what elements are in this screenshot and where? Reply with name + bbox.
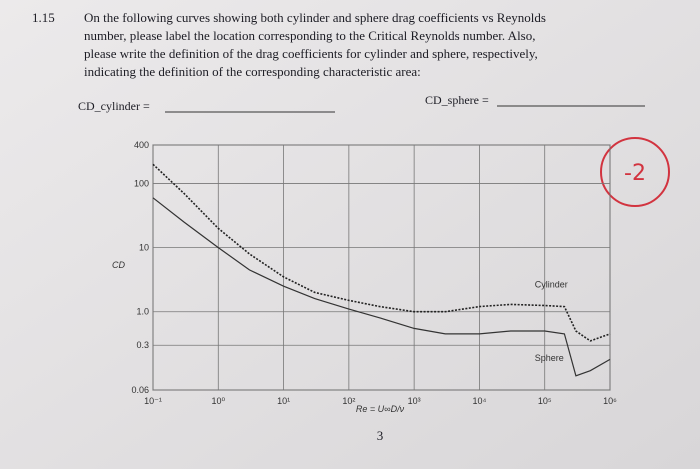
problem-line: please write the definition of the drag … bbox=[84, 46, 538, 61]
problem-line: On the following curves showing both cyl… bbox=[84, 10, 546, 25]
x-tick-label: 10⁵ bbox=[538, 396, 552, 406]
data-line bbox=[152, 163, 611, 342]
y-tick-label: 0.06 bbox=[131, 385, 149, 395]
problem-number: 1.15 bbox=[32, 10, 55, 25]
drag-chart: 10⁻¹ 10⁰ 10¹ 10² 10³ 10⁴ 10⁵ 10⁶ 400 100 10 1.0 0.3 0… bbox=[112, 140, 617, 414]
x-axis-label: Re = U∞D/ν bbox=[356, 404, 405, 414]
x-tick-label: 10² bbox=[342, 396, 355, 406]
y-tick-label: 1.0 bbox=[136, 307, 149, 317]
x-tick-label: 10³ bbox=[408, 396, 421, 406]
series-label: Cylinder bbox=[535, 280, 568, 290]
y-axis-label: CD bbox=[112, 260, 125, 270]
grade-circle bbox=[600, 137, 670, 207]
problem-line: number, please label the location corres… bbox=[84, 28, 536, 43]
x-tick-label: 10⁶ bbox=[603, 396, 617, 406]
series-label: Sphere bbox=[535, 353, 564, 363]
sphere-blank: CD_sphere = bbox=[425, 93, 489, 107]
x-tick-label: 10⁴ bbox=[472, 396, 486, 406]
grade-mark: -2 bbox=[624, 161, 646, 186]
y-tick-label: 400 bbox=[134, 140, 149, 150]
x-tick-label: 10⁻¹ bbox=[144, 396, 162, 406]
problem-line: indicating the definition of the corresp… bbox=[84, 64, 421, 79]
page-number: 3 bbox=[377, 428, 384, 443]
y-tick-label: 0.3 bbox=[136, 340, 149, 350]
x-tick-label: 10⁰ bbox=[211, 396, 225, 406]
y-tick-label: 10 bbox=[139, 243, 149, 253]
x-tick-label: 10¹ bbox=[277, 396, 290, 406]
data-line bbox=[152, 197, 611, 377]
y-tick-label: 100 bbox=[134, 179, 149, 189]
cylinder-blank: CD_cylinder = bbox=[78, 99, 150, 113]
